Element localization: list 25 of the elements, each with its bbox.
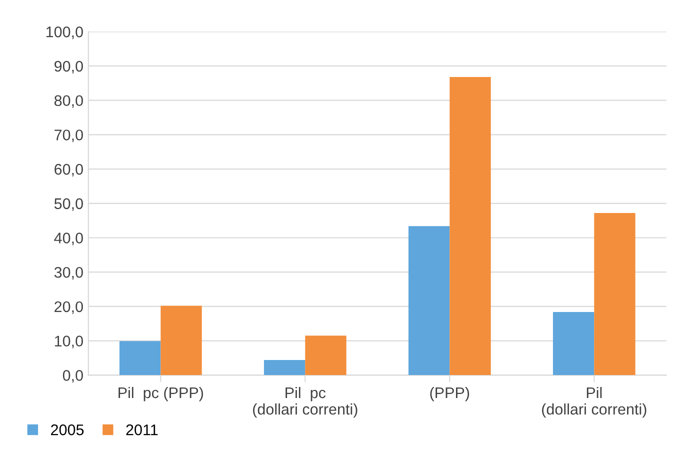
bar — [594, 213, 636, 376]
y-tick-label: 90,0 — [54, 60, 83, 74]
y-tick-label: 30,0 — [54, 266, 83, 280]
bar — [450, 76, 491, 376]
x-tick-label: Pil pc (PPP) — [118, 386, 203, 402]
y-tick-label: 20,0 — [54, 301, 83, 314]
bar — [408, 226, 450, 376]
y-tick-label: 70,0 — [54, 130, 83, 142]
bar — [160, 306, 202, 376]
legend-label: 2005 — [51, 424, 84, 436]
bar — [119, 341, 161, 376]
x-tick-label: (PPP) — [430, 386, 470, 402]
x-tick-label: Pil (dollari correnti) — [542, 386, 646, 418]
legend-label: 2011 — [126, 424, 158, 436]
y-tick-label: 0,0 — [62, 370, 83, 383]
bar — [305, 336, 346, 376]
y-tick-label: 10,0 — [54, 336, 83, 348]
y-tick-label: 80,0 — [54, 95, 83, 108]
y-tick-label: 100,0 — [46, 26, 83, 40]
y-tick-label: 40,0 — [54, 232, 83, 246]
y-tick-label: 60,0 — [54, 164, 83, 177]
y-tick-label: 50,0 — [54, 198, 83, 211]
bar — [264, 360, 306, 376]
bar — [552, 312, 594, 376]
x-tick-label: Pil pc (dollari correnti) — [253, 386, 358, 418]
